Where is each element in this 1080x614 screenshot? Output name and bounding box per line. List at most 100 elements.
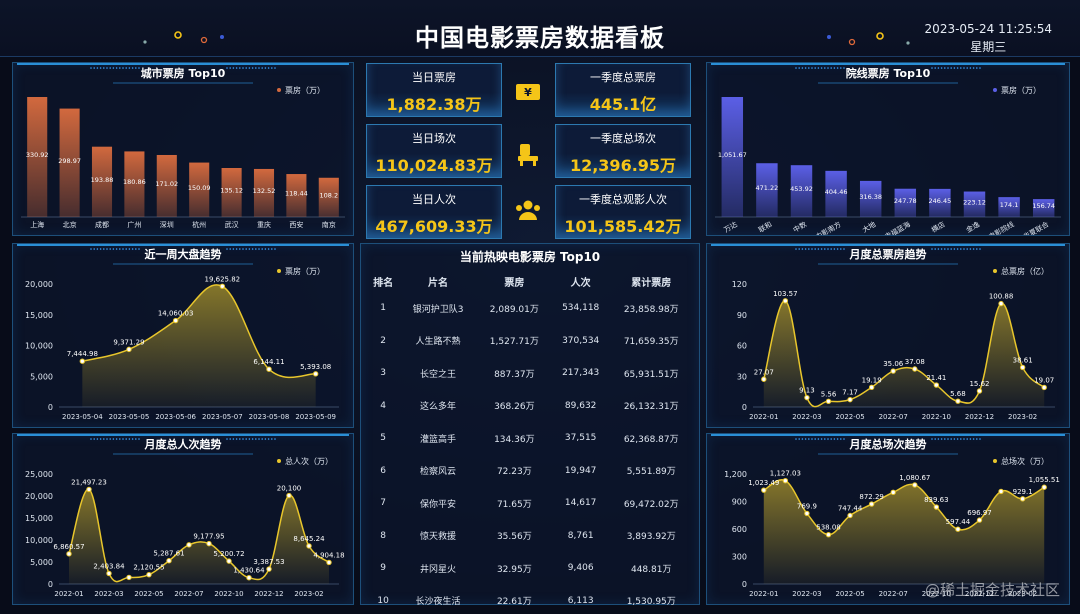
dot-decor (836, 67, 839, 69)
data-label: 35.06 (883, 360, 904, 368)
bar (963, 191, 986, 217)
x-tick-label: 中影南方 (814, 220, 843, 235)
dot-decor (99, 67, 102, 69)
dot-decor (135, 438, 137, 440)
y-tick-label: 90 (737, 311, 747, 320)
dot-decor (125, 248, 127, 250)
panel: 月度总场次趋势 总场次（万） 0 300 600 900 1,200 2022-01 2022-… (706, 433, 1070, 605)
point (106, 570, 112, 577)
date-time: 2023-05-24 11:25:54 (924, 22, 1052, 36)
point (79, 358, 86, 364)
dot-decor (808, 438, 810, 440)
chart-title: 城市票房 Top10 (141, 66, 226, 80)
y-tick-label: 1,200 (724, 470, 747, 479)
data-label: 19.07 (1034, 376, 1054, 384)
y-tick-label: 0 (48, 580, 53, 589)
table-cell: 长空之王 (420, 369, 457, 380)
data-label: 5,200.72 (213, 550, 244, 558)
line (763, 300, 1045, 408)
kpi-label: 一季度总票房 (590, 71, 656, 84)
bar (859, 180, 882, 217)
x-tick-label: 大地 (861, 220, 878, 235)
x-tick-label: 2022-12 (965, 413, 994, 421)
point (847, 396, 853, 403)
dot-decor (128, 438, 131, 440)
kpi-label: 当日人次 (412, 193, 456, 206)
dot-decor (245, 67, 247, 69)
area (763, 300, 1045, 407)
y-tick-label: 5,000 (30, 372, 53, 381)
data-label: 747.44 (838, 504, 863, 512)
bar (221, 168, 242, 217)
bar (91, 146, 113, 217)
data-label: 1,430.64 (233, 567, 265, 575)
dot-decor (251, 248, 254, 250)
bar (189, 162, 210, 217)
dot-decor (953, 438, 956, 440)
dot-decor (106, 67, 108, 69)
dot-decor (135, 248, 137, 250)
dot-decor (264, 67, 267, 69)
point (998, 488, 1004, 495)
point (933, 382, 940, 388)
y-tick-label: 20,000 (25, 280, 53, 289)
table-cell: 5 (380, 433, 387, 444)
dot-decor (106, 438, 108, 440)
point (782, 477, 789, 484)
dot-decor (843, 438, 845, 440)
point (126, 346, 132, 353)
kpi-card: 当日场次 110,024.83万 (366, 124, 502, 178)
x-tick-label: 2023-05-09 (295, 413, 336, 421)
ticket-icon (516, 84, 540, 100)
dot-decor (109, 438, 111, 440)
x-tick-label: 2022-05 (835, 590, 864, 598)
dot-decor (820, 438, 823, 440)
table-cell: 1,530.95万 (626, 597, 676, 608)
panel: 月度总票房趋势 总票房（亿） 0 30 60 90 120 2022-01 2022-03 202… (706, 243, 1070, 428)
dot-decor (976, 438, 978, 440)
kpi-value: 1,882.38万 (386, 95, 482, 114)
table-cell: 23,858.98万 (623, 304, 679, 315)
point (86, 486, 92, 493)
dot-decor (115, 438, 118, 440)
dot-decor (274, 67, 276, 69)
data-label: 316.38 (859, 193, 882, 201)
table-cell: 8 (380, 530, 387, 541)
bar (1032, 199, 1055, 217)
dot-decor (271, 438, 273, 440)
column-header: 片名 (428, 277, 449, 289)
data-label: 14,060.03 (158, 310, 194, 318)
point (890, 489, 896, 496)
dot-decor (972, 438, 975, 440)
dot-decor (119, 438, 121, 440)
table-cell: 8,761 (567, 530, 594, 541)
dot-decor (798, 67, 800, 69)
dot-decor (966, 438, 968, 440)
dot-decor (125, 67, 127, 69)
dot-decor (940, 438, 943, 440)
table-cell: 534,118 (562, 303, 600, 314)
dot-decor (801, 248, 804, 250)
data-label: 2,120.55 (133, 564, 164, 572)
dot-decor (103, 67, 105, 69)
dot-decor (801, 438, 804, 440)
data-label: 3,387.53 (253, 558, 284, 566)
point (246, 575, 252, 581)
y-tick-label: 25,000 (25, 470, 53, 479)
dot-decor (976, 248, 978, 250)
data-label: 1,023.49 (748, 479, 779, 487)
dot-decor (843, 67, 845, 69)
panel: 院线票房 Top10 票房（万） 1,051.67 万达 471.22 联和 453.92 中… (706, 62, 1070, 236)
dot-decor (226, 438, 228, 440)
dot-decor (824, 438, 826, 440)
point (206, 540, 212, 547)
x-tick-label: 2022-01 (749, 413, 778, 421)
bar (27, 97, 48, 217)
dot-decor (138, 438, 140, 440)
chart-title: 院线票房 Top10 (846, 66, 931, 80)
data-label: 9.13 (799, 387, 815, 395)
data-label: 7,444.98 (67, 350, 98, 358)
x-tick-label: 西安 (289, 220, 303, 229)
y-tick-label: 10,000 (25, 536, 53, 545)
y-tick-label: 300 (732, 553, 747, 562)
